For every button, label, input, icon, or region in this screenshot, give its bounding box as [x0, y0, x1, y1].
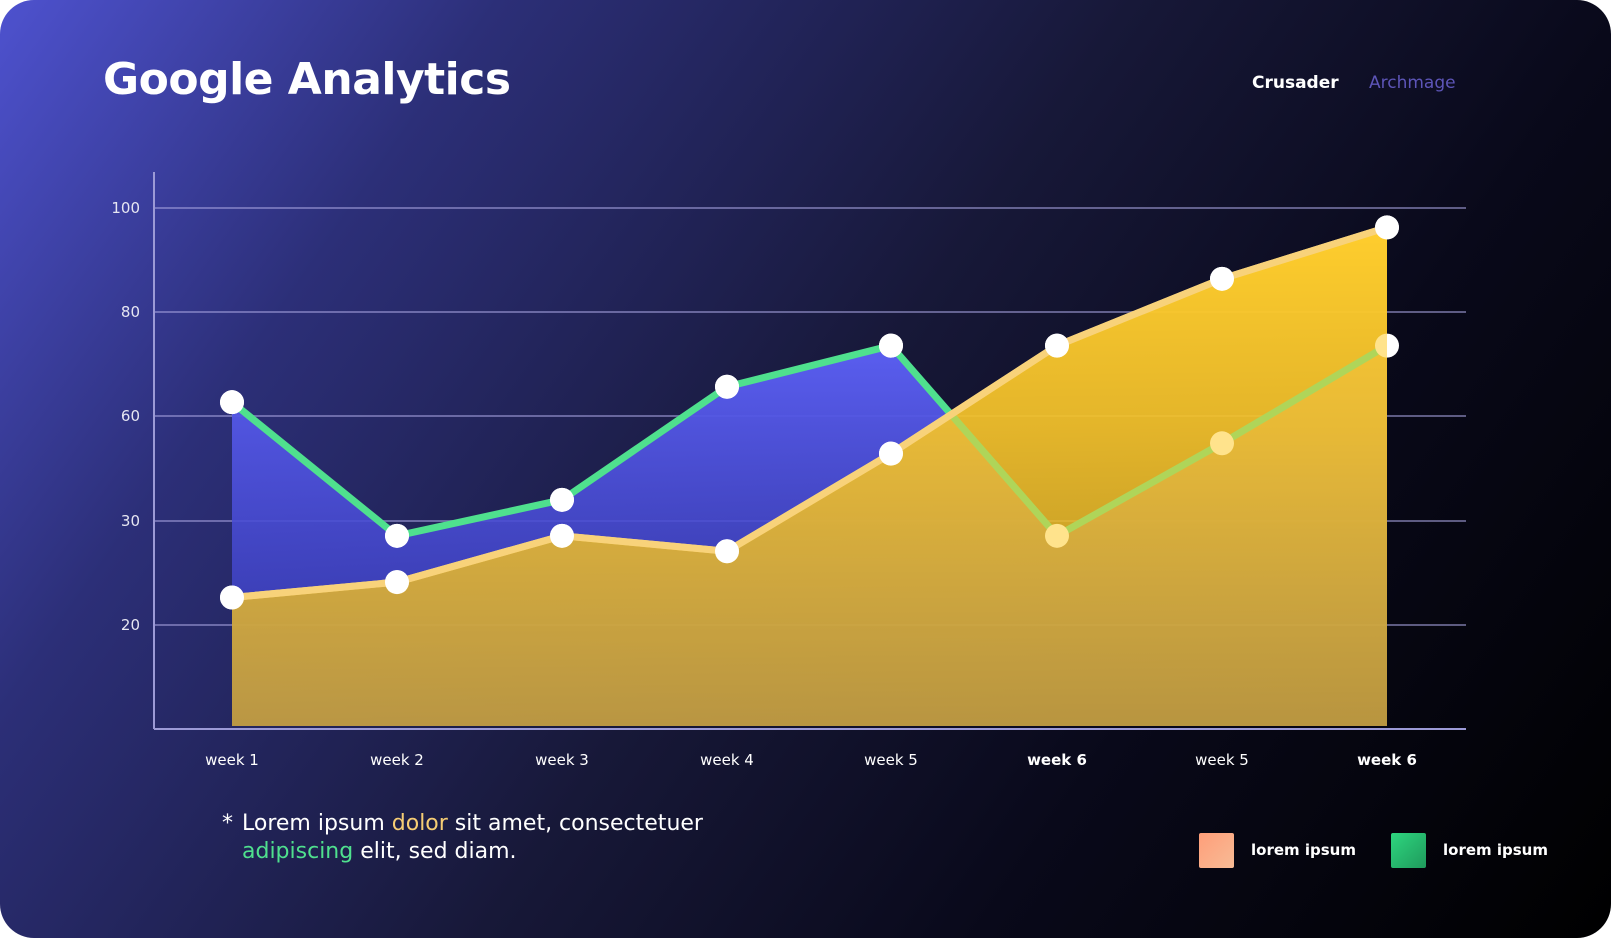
- footnote-highlight-green: adipiscing: [242, 839, 354, 864]
- series-1-point-top: [1210, 266, 1234, 291]
- legend-label: lorem ipsum: [1443, 841, 1548, 859]
- footnote-star: *: [222, 811, 233, 836]
- overlay-tint: [232, 227, 1387, 727]
- series-1-point-top: [1375, 215, 1399, 240]
- footnote-line-2: adipiscing elit, sed diam.: [242, 838, 517, 866]
- legend-swatch-green: [1391, 833, 1426, 868]
- series-0-point-top: [879, 333, 903, 358]
- x-tick-label: week 4: [700, 751, 754, 769]
- tab-crusader[interactable]: Crusader: [1252, 73, 1339, 93]
- tab-archmage[interactable]: Archmage: [1369, 73, 1456, 93]
- x-tick-label: week 6: [1357, 751, 1417, 769]
- series-0-point-top: [715, 374, 739, 399]
- series-1-point-top: [879, 441, 903, 466]
- x-tick-label: week 5: [1195, 751, 1249, 769]
- series-1-line-top: [228, 223, 1391, 601]
- series-1-point-top: [220, 585, 244, 610]
- footnote-text: elit, sed diam.: [353, 839, 517, 864]
- y-tick-label: 100: [111, 199, 140, 217]
- y-tick-label: 60: [121, 407, 140, 425]
- series-1-point-top: [550, 523, 574, 548]
- x-tick-label: week 5: [864, 751, 918, 769]
- footnote-text: Lorem ipsum: [242, 811, 392, 836]
- series-0-point-top: [385, 523, 409, 548]
- y-tick-label: 30: [121, 512, 140, 530]
- footnote-line-1: Lorem ipsum dolor sit amet, consectetuer: [242, 810, 703, 838]
- series-1-point-top: [1045, 333, 1069, 358]
- footnote-text: sit amet, consectetuer: [447, 811, 703, 836]
- y-tick-label: 80: [121, 303, 140, 321]
- x-tick-label: week 6: [1027, 751, 1087, 769]
- series-0-point-top: [550, 487, 574, 512]
- series-0-point-top: [220, 390, 244, 415]
- x-tick-label: week 3: [535, 751, 589, 769]
- series-1-point-top: [715, 539, 739, 564]
- x-tick-label: week 2: [370, 751, 424, 769]
- legend-swatch-orange: [1199, 833, 1234, 868]
- legend-label: lorem ipsum: [1251, 841, 1356, 859]
- footnote-highlight-yellow: dolor: [391, 811, 448, 836]
- x-tick-label: week 1: [205, 751, 259, 769]
- y-tick-label: 20: [121, 616, 140, 634]
- page-title: Google Analytics: [103, 54, 511, 105]
- series-1-point-top: [385, 570, 409, 595]
